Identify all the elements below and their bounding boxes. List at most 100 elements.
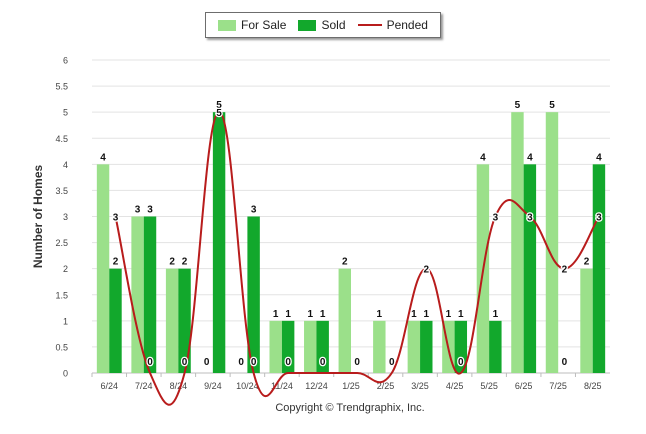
x-tick-label: 5/25	[480, 381, 498, 391]
data-label-for-sale: 1	[446, 309, 452, 320]
x-tick-label: 7/25	[549, 381, 567, 391]
data-label-sold: 1	[458, 309, 464, 320]
data-label-pended: 3	[596, 213, 602, 224]
data-label-for-sale: 0	[238, 357, 244, 368]
bar-sold[interactable]	[178, 268, 191, 373]
y-tick-label: 2	[63, 264, 68, 274]
data-label-for-sale: 2	[584, 257, 590, 268]
bar-for-sale[interactable]	[96, 164, 110, 373]
x-tick-label: 3/25	[411, 381, 429, 391]
x-tick-label: 8/24	[170, 381, 188, 391]
x-tick-label: 7/24	[135, 381, 153, 391]
data-label-sold: 1	[285, 309, 291, 320]
copyright-text: Copyright © Trendgraphix, Inc.	[275, 402, 425, 414]
data-label-sold: 3	[251, 205, 257, 216]
data-label-for-sale: 4	[480, 152, 486, 163]
bar-for-sale[interactable]	[373, 320, 386, 373]
data-label-for-sale: 0	[204, 357, 210, 368]
y-tick-label: 6	[63, 56, 68, 66]
bar-for-sale[interactable]	[165, 268, 179, 373]
data-label-for-sale: 1	[307, 309, 313, 320]
bar-for-sale[interactable]	[407, 320, 421, 373]
x-tick-label: 2/25	[377, 381, 395, 391]
data-label-pended: 0	[320, 357, 326, 368]
data-label-pended: 5	[216, 108, 222, 119]
y-tick-label: 1.5	[55, 290, 68, 300]
data-label-pended: 3	[527, 213, 533, 224]
bar-sold[interactable]	[212, 112, 226, 374]
y-tick-label: 0.5	[55, 342, 68, 352]
bar-sold[interactable]	[454, 320, 468, 373]
bar-sold[interactable]	[592, 164, 606, 373]
y-tick-label: 3	[63, 212, 68, 222]
data-label-sold: 1	[424, 309, 430, 320]
y-tick-label: 5.5	[55, 82, 68, 92]
data-label-pended: 0	[182, 357, 188, 368]
x-tick-label: 10/24	[236, 381, 259, 391]
bar-sold[interactable]	[109, 268, 122, 373]
y-axis-label: Number of Homes	[31, 165, 45, 269]
legend-label-for-sale: For Sale	[241, 18, 287, 32]
data-label-for-sale: 1	[377, 309, 383, 320]
data-label-for-sale: 1	[273, 309, 279, 320]
line-pended[interactable]	[114, 111, 600, 406]
data-label-pended: 3	[493, 213, 499, 224]
y-tick-label: 3.5	[55, 186, 68, 196]
bar-sold[interactable]	[489, 320, 502, 373]
data-label-sold: 4	[527, 152, 533, 163]
y-tick-label: 5	[63, 108, 68, 118]
bar-sold[interactable]	[247, 216, 260, 374]
legend-label-pended: Pended	[386, 18, 428, 32]
x-tick-label: 6/25	[515, 381, 533, 391]
bar-for-sale[interactable]	[338, 268, 351, 373]
y-tick-label: 4	[63, 160, 68, 170]
data-label-sold: 0	[389, 357, 395, 368]
data-label-sold: 2	[113, 257, 119, 268]
bar-sold[interactable]	[420, 320, 433, 373]
data-label-for-sale: 4	[100, 152, 106, 163]
y-tick-label: 2.5	[55, 238, 68, 248]
data-label-pended: 0	[389, 357, 395, 368]
data-label-sold: 2	[182, 257, 188, 268]
data-label-for-sale: 5	[515, 100, 521, 111]
legend-item-pended[interactable]: Pended	[357, 18, 428, 32]
bar-for-sale[interactable]	[511, 112, 524, 374]
y-tick-label: 0	[63, 369, 68, 379]
data-label-for-sale: 2	[342, 257, 348, 268]
data-label-pended: 0	[354, 357, 360, 368]
x-tick-label: 8/25	[584, 381, 602, 391]
data-label-sold: 5	[216, 100, 222, 111]
x-tick-label: 12/24	[305, 381, 328, 391]
legend-swatch-for-sale	[218, 19, 237, 31]
legend-swatch-sold	[298, 19, 317, 31]
x-tick-label: 6/24	[101, 381, 119, 391]
data-label-pended: 2	[424, 265, 430, 276]
data-label-for-sale: 1	[411, 309, 417, 320]
data-label-sold: 1	[493, 309, 499, 320]
data-label-pended: 2	[562, 265, 568, 276]
legend-item-for-sale[interactable]: For Sale	[218, 18, 286, 32]
y-tick-label: 1	[63, 316, 68, 326]
bar-for-sale[interactable]	[269, 320, 282, 373]
bar-for-sale[interactable]	[131, 216, 144, 374]
data-label-sold: 0	[354, 357, 360, 368]
y-tick-label: 4.5	[55, 134, 68, 144]
bar-for-sale[interactable]	[580, 268, 593, 373]
bar-sold[interactable]	[523, 164, 537, 373]
data-label-for-sale: 3	[135, 205, 141, 216]
data-label-sold: 1	[320, 309, 326, 320]
bar-sold[interactable]	[281, 320, 295, 373]
bar-for-sale[interactable]	[545, 112, 559, 374]
legend-label-sold: Sold	[321, 18, 346, 32]
x-tick-label: 11/24	[271, 381, 293, 391]
legend-item-sold[interactable]: Sold	[298, 18, 346, 32]
data-label-sold: 3	[147, 205, 153, 216]
data-label-sold: 0	[562, 357, 568, 368]
bar-sold[interactable]	[143, 216, 157, 374]
legend: For Sale Sold Pended	[205, 12, 441, 38]
data-label-pended: 0	[285, 357, 291, 368]
data-label-pended: 0	[458, 357, 464, 368]
bar-for-sale[interactable]	[304, 320, 317, 373]
bar-sold[interactable]	[316, 320, 329, 373]
